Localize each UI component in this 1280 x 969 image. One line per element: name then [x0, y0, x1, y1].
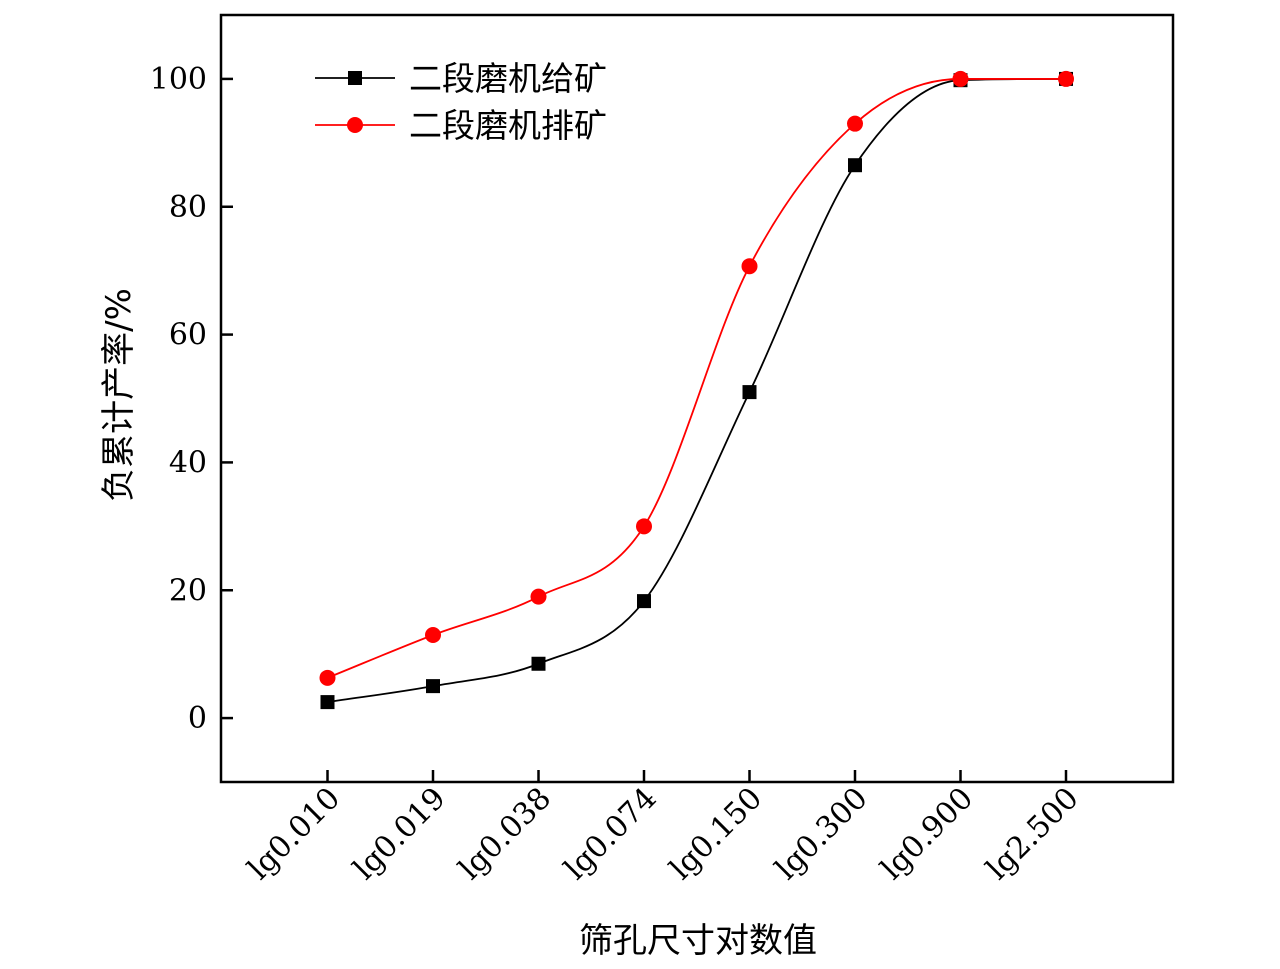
data-point: [742, 385, 757, 400]
y-tick-label: 100: [150, 62, 207, 97]
legend-item: 二段磨机排矿: [315, 106, 607, 145]
y-tick-label: 60: [169, 318, 207, 353]
series-2: [319, 70, 1074, 686]
x-tick-label: lg0.019: [347, 781, 453, 887]
data-point: [847, 115, 863, 132]
x-tick-label: lg0.150: [663, 781, 769, 887]
legend-marker: [347, 117, 363, 133]
x-axis: lg0.010 lg0.019 lg0.038 lg0.074 lg0.150 lg0.3…: [241, 770, 1086, 887]
y-axis: 0 20 40 60 80 100: [150, 62, 233, 736]
x-tick-label: lg0.038: [452, 781, 558, 887]
y-axis-title: 负累计产率/%: [99, 288, 139, 502]
data-point: [952, 70, 969, 87]
data-point: [425, 626, 441, 643]
series-layer: [319, 70, 1074, 710]
legend-marker: [348, 71, 362, 85]
x-tick-label: lg2.500: [980, 781, 1086, 887]
data-point: [319, 669, 336, 686]
x-tick-label: lg0.300: [769, 781, 875, 887]
y-tick-label: 0: [188, 701, 207, 736]
x-tick-label: lg0.900: [874, 781, 980, 887]
series-line: [327, 78, 1067, 703]
data-point: [320, 695, 335, 710]
data-point: [426, 679, 440, 694]
y-tick-label: 40: [169, 445, 207, 480]
data-point: [531, 656, 546, 671]
data-point: [530, 588, 547, 605]
x-tick-label: lg0.010: [241, 781, 347, 887]
data-point: [848, 158, 862, 173]
data-point: [637, 594, 651, 609]
legend-label: 二段磨机排矿: [409, 106, 607, 145]
data-point: [741, 258, 758, 275]
data-point: [636, 518, 652, 535]
x-axis-title: 筛孔尺寸对数值: [579, 921, 817, 961]
series-line: [327, 78, 1066, 679]
x-tick-label: lg0.074: [558, 781, 664, 887]
data-point: [1058, 70, 1074, 87]
legend-item: 二段磨机给矿: [315, 59, 607, 98]
y-tick-label: 20: [169, 573, 207, 608]
plot-frame: [219, 13, 1175, 784]
series-1: [320, 71, 1073, 710]
y-tick-label: 80: [169, 190, 207, 225]
legend-label: 二段磨机给矿: [409, 59, 607, 98]
